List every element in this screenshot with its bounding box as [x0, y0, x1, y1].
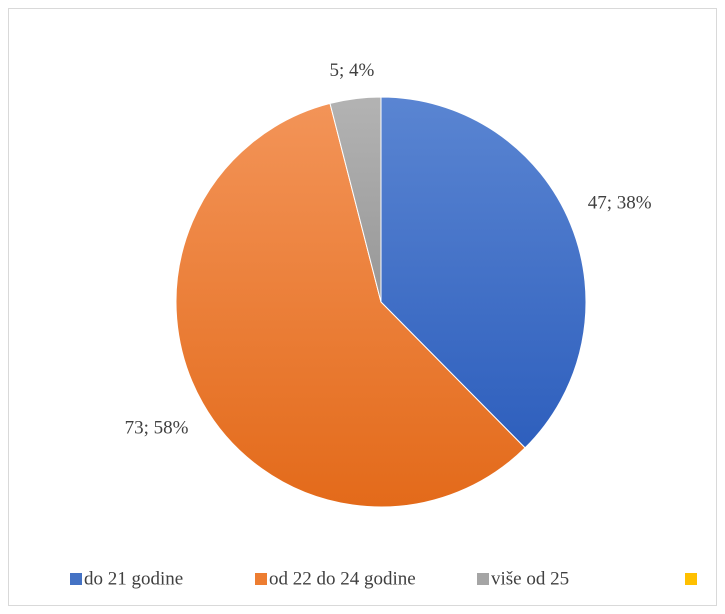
data-label: 73; 58%	[125, 417, 189, 438]
data-label: 47; 38%	[588, 192, 652, 213]
legend-swatch	[255, 573, 267, 585]
legend-label: više od 25	[491, 568, 569, 589]
legend-label: od 22 do 24 godine	[269, 568, 416, 589]
pie-slice	[380, 96, 587, 449]
pie-slice	[175, 102, 526, 508]
legend-swatch	[477, 573, 489, 585]
legend-swatch	[685, 573, 697, 585]
data-label: 5; 4%	[329, 60, 374, 81]
legend-label: do 21 godine	[84, 568, 183, 589]
legend-swatch	[70, 573, 82, 585]
